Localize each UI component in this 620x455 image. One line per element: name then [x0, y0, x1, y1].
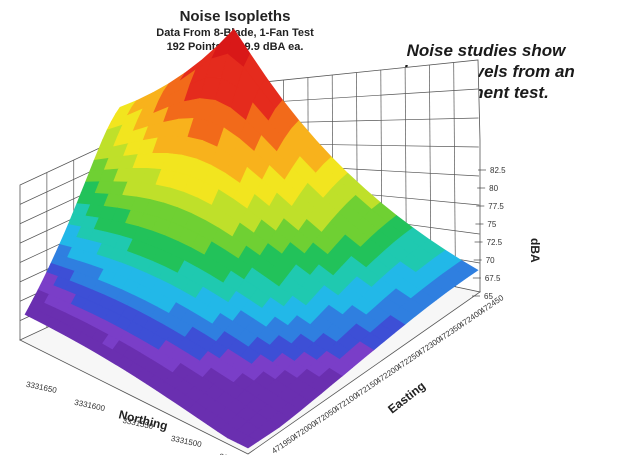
- northing-tick-label: 3331650: [25, 380, 58, 395]
- easting-axis-label: Easting: [385, 379, 428, 417]
- northing-tick-label: 3331500: [170, 434, 203, 449]
- z-axis-ticks: 65 67.5 70 72.5 75 77.5 80 82.5: [472, 166, 506, 301]
- z-tick-label: 82.5: [490, 166, 506, 175]
- z-tick-label: 80: [489, 184, 498, 193]
- chart-title: Noise Isopleths: [179, 8, 291, 25]
- z-tick-label: 65: [484, 292, 493, 301]
- z-tick-label: 77.5: [488, 202, 504, 211]
- northing-tick-label: 3331600: [73, 398, 106, 413]
- caption-line-1: Noise studies show: [406, 41, 566, 60]
- z-tick-label: 72.5: [487, 238, 503, 247]
- z-tick-label: 67.5: [485, 274, 501, 283]
- z-tick-label: 70: [486, 256, 495, 265]
- surface-patch: [237, 435, 260, 449]
- z-axis-label: dBA: [528, 238, 542, 263]
- surface-plot: [24, 28, 479, 449]
- z-tick-label: 75: [487, 220, 496, 229]
